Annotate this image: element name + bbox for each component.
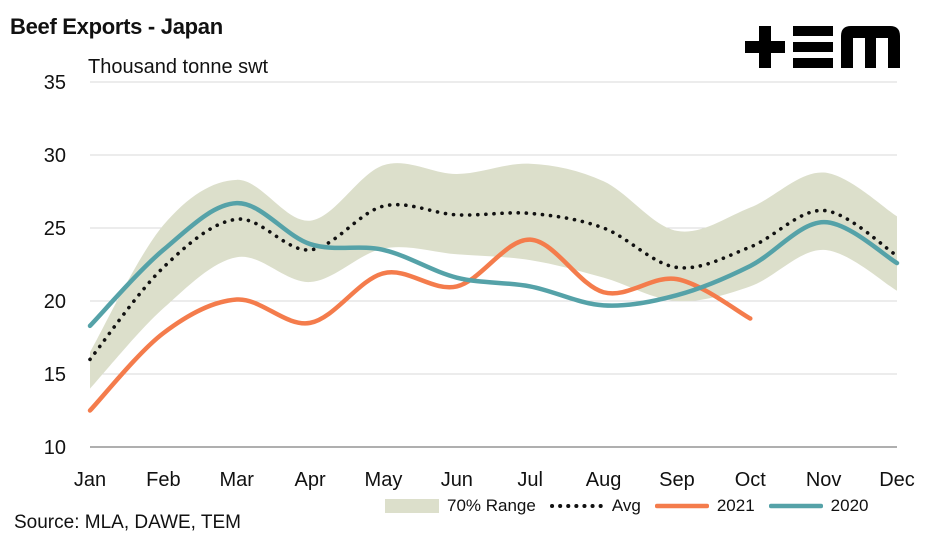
legend-label-range: 70% Range xyxy=(447,496,536,515)
x-tick-jan: Jan xyxy=(74,469,106,491)
x-tick-nov: Nov xyxy=(806,469,842,491)
legend-swatch-range xyxy=(385,499,439,513)
y-tick-25: 25 xyxy=(44,218,66,240)
series-line-avg xyxy=(88,202,899,362)
x-tick-feb: Feb xyxy=(146,469,180,491)
legend-swatch-2021 xyxy=(654,503,709,509)
chart-title: Beef Exports - Japan xyxy=(10,14,223,39)
legend: 70% Range Avg 2021 2020 xyxy=(385,494,883,518)
series-line-2021 xyxy=(87,237,753,413)
y-tick-20: 20 xyxy=(44,291,66,313)
series-line-2020 xyxy=(87,200,900,329)
legend-swatch-2020 xyxy=(768,503,823,509)
x-tick-jul: Jul xyxy=(517,469,543,491)
x-tick-apr: Apr xyxy=(295,469,326,491)
legend-item-2021: 2021 xyxy=(654,496,755,516)
y-tick-35: 35 xyxy=(44,72,66,94)
x-tick-sep: Sep xyxy=(659,469,695,491)
x-tick-may: May xyxy=(365,469,403,491)
legend-item-2020: 2020 xyxy=(768,496,869,516)
tem-logo xyxy=(745,26,900,68)
y-tick-10: 10 xyxy=(44,437,66,459)
y-tick-15: 15 xyxy=(44,364,66,386)
x-tick-oct: Oct xyxy=(735,469,767,491)
legend-item-avg: Avg xyxy=(549,496,641,516)
legend-label-avg: Avg xyxy=(611,496,641,515)
x-tick-dec: Dec xyxy=(879,469,915,491)
x-tick-jun: Jun xyxy=(441,469,473,491)
y-tick-30: 30 xyxy=(44,145,66,167)
legend-swatch-avg xyxy=(549,504,604,508)
y-axis-label: Thousand tonne swt xyxy=(88,56,269,78)
legend-label-2021: 2021 xyxy=(716,496,755,515)
range-band xyxy=(90,163,897,389)
source-note: Source: MLA, DAWE, TEM xyxy=(14,512,241,533)
x-tick-aug: Aug xyxy=(586,469,622,491)
legend-item-range: 70% Range xyxy=(385,496,536,516)
legend-label-2020: 2020 xyxy=(830,496,869,515)
x-tick-mar: Mar xyxy=(220,469,255,491)
